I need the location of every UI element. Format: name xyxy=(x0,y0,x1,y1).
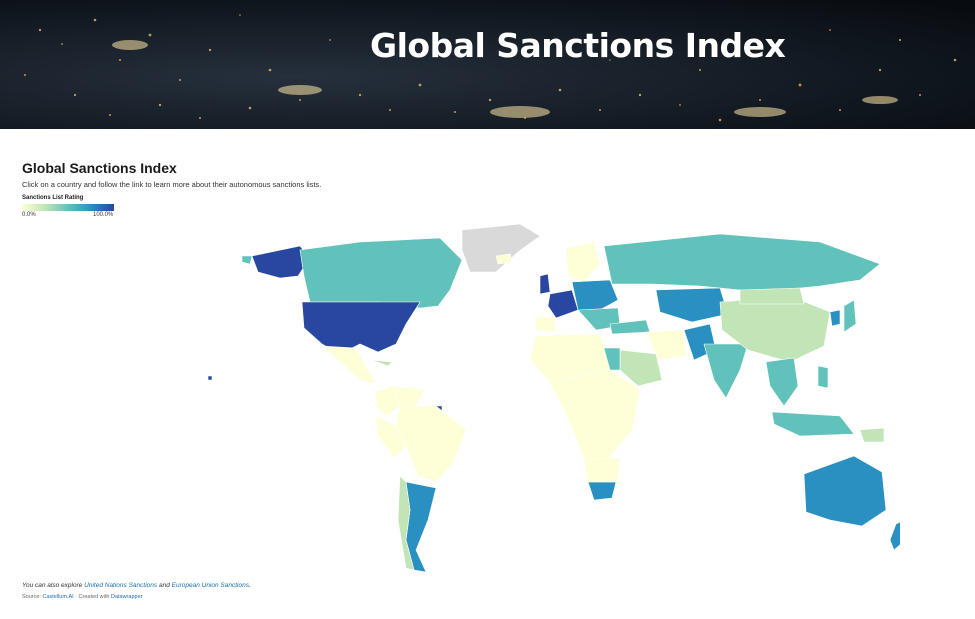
legend-color-scale xyxy=(22,204,114,211)
country-uk[interactable] xyxy=(539,273,551,295)
country-russia[interactable] xyxy=(603,233,881,293)
notes-suffix: . xyxy=(248,582,251,589)
country-south-africa[interactable] xyxy=(587,481,617,501)
country-new-zealand[interactable] xyxy=(889,520,900,551)
country-colombia[interactable] xyxy=(375,385,401,417)
country-india[interactable] xyxy=(703,343,749,399)
source-prefix: Source: xyxy=(22,594,43,600)
notes: You can also explore United Nations Sanc… xyxy=(22,582,251,589)
country-korea[interactable] xyxy=(829,309,841,327)
country-mexico[interactable] xyxy=(321,345,377,385)
hero-banner: Global Sanctions Index xyxy=(0,0,975,129)
country-brazil[interactable] xyxy=(395,405,467,483)
country-iceland[interactable] xyxy=(495,253,513,265)
eu-sanctions-link[interactable]: European Union Sanctions xyxy=(171,582,249,589)
country-alaska[interactable] xyxy=(251,245,311,279)
country-australia[interactable] xyxy=(803,455,887,527)
country-hawaii[interactable] xyxy=(207,375,213,381)
country-chile[interactable] xyxy=(397,475,415,571)
country-central-africa[interactable] xyxy=(549,369,641,463)
country-greenland[interactable] xyxy=(461,223,541,273)
country-mongolia[interactable] xyxy=(739,287,805,305)
source-link[interactable]: Castellum.AI xyxy=(42,594,74,600)
legend-min-label: 0.0% xyxy=(22,212,36,218)
legend-title: Sanctions List Rating xyxy=(22,195,84,201)
country-norway-sweden[interactable] xyxy=(565,241,601,283)
country-cuba[interactable] xyxy=(371,359,393,367)
source-line: Source: Castellum.AI · Created with Data… xyxy=(22,594,142,600)
country-southeast-asia[interactable] xyxy=(765,357,799,407)
country-japan[interactable] xyxy=(843,299,857,333)
city-lights-background xyxy=(24,14,957,122)
country-peru[interactable] xyxy=(375,415,407,459)
country-canada[interactable] xyxy=(299,237,463,309)
source-middle: · Created with xyxy=(73,594,111,600)
country-spain[interactable] xyxy=(535,315,557,333)
country-iran[interactable] xyxy=(645,329,687,361)
country-france[interactable] xyxy=(547,289,579,319)
world-choropleth-map xyxy=(207,223,900,573)
country-kazakhstan[interactable] xyxy=(655,287,729,323)
chart-description: Click on a country and follow the link t… xyxy=(22,180,322,189)
country-papua-new-guinea[interactable] xyxy=(859,427,885,443)
country-philippines[interactable] xyxy=(817,365,829,389)
notes-prefix: You can also explore xyxy=(22,582,85,589)
legend-max-label: 100.0% xyxy=(93,212,114,218)
un-sanctions-link[interactable]: United Nations Sanctions xyxy=(84,582,158,589)
country-central-europe[interactable] xyxy=(571,279,619,313)
notes-middle: and xyxy=(157,582,172,589)
datawrapper-link[interactable]: Datawrapper xyxy=(110,594,143,600)
country-usa[interactable] xyxy=(301,301,421,355)
country-alaska-islands[interactable] xyxy=(241,255,253,265)
country-southern-africa[interactable] xyxy=(583,457,621,483)
chart-title: Global Sanctions Index xyxy=(22,160,177,176)
hero-title: Global Sanctions Index xyxy=(370,26,786,65)
country-indonesia[interactable] xyxy=(771,411,855,437)
